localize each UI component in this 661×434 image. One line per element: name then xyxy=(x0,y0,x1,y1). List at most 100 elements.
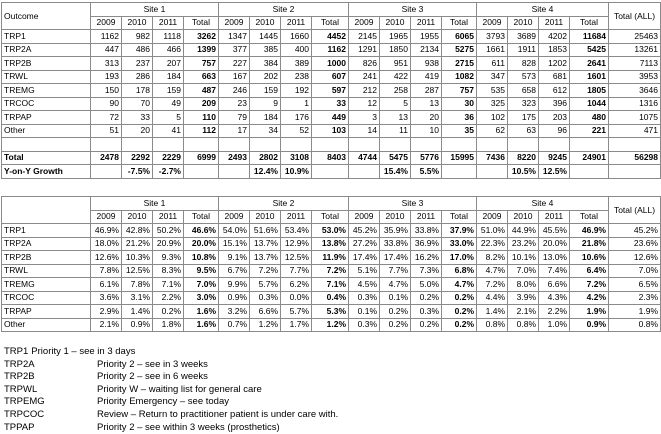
note-text: Review – Return to practitioner patient … xyxy=(97,408,339,420)
cell: 46.9% xyxy=(569,223,609,238)
cell: 3953 xyxy=(608,69,661,84)
cell: 1445 xyxy=(249,29,281,44)
cell xyxy=(90,164,122,179)
cell: 2292 xyxy=(121,150,153,165)
cell: 45.2% xyxy=(608,223,661,238)
cell: 597 xyxy=(311,83,349,98)
note-text: Priority Emergency – see today xyxy=(97,396,230,408)
cell: 246 xyxy=(218,83,250,98)
cell: 17.4% xyxy=(379,250,411,265)
header-row: Outcome Site 1 Site 2 Site 3 Site 4 Total (AL… xyxy=(1,2,661,30)
header-cell: Outcome xyxy=(1,2,91,30)
cell: 3.9% xyxy=(507,290,539,305)
year-header: 2010 xyxy=(121,15,153,30)
cell: 20.0% xyxy=(538,236,570,251)
cell: 1.2% xyxy=(249,317,281,332)
cell: 385 xyxy=(249,42,281,57)
cell: 90 xyxy=(90,96,122,111)
cell: 5425 xyxy=(569,42,609,57)
cell: 7.0% xyxy=(507,263,539,278)
spacer-cell xyxy=(379,137,411,152)
cell: 14 xyxy=(348,123,380,138)
cell: 0.3% xyxy=(249,290,281,305)
note-code: TPPAP xyxy=(4,421,35,433)
cell: 6.7% xyxy=(218,263,250,278)
spacer-cell xyxy=(183,137,219,152)
notes: TRP1 Priority 1 – see in 3 days TRP2A Prior… xyxy=(4,346,338,434)
cell: 2478 xyxy=(90,150,122,165)
cell: 17.4% xyxy=(348,250,380,265)
cell: 1.4% xyxy=(476,304,508,319)
table-row: TRPAP 72 33 5 110 79 184 176 449 3 13 20 36 102 175 203… xyxy=(1,110,661,125)
note-code: TRPWL xyxy=(4,383,38,395)
cell: 21.2% xyxy=(121,236,153,251)
spacer-cell xyxy=(507,137,539,152)
cell xyxy=(569,164,609,179)
group-header: Site 1 xyxy=(90,196,219,211)
cell: 33.8% xyxy=(379,236,411,251)
cell: 287 xyxy=(410,83,442,98)
cell: 449 xyxy=(311,110,349,125)
cell: 2493 xyxy=(218,150,250,165)
cell: 6.4% xyxy=(569,263,609,278)
cell xyxy=(441,164,477,179)
cell: 3793 xyxy=(476,29,508,44)
cell: 12.5% xyxy=(280,250,312,265)
cell: 10.8% xyxy=(183,250,219,265)
cell: 13.0% xyxy=(538,250,570,265)
cell: 12.6% xyxy=(608,250,661,265)
cell: 7.0% xyxy=(608,263,661,278)
cell: 286 xyxy=(121,69,153,84)
cell: 4202 xyxy=(538,29,570,44)
cell xyxy=(218,164,250,179)
cell: 6.1% xyxy=(90,277,122,292)
cell: 0.1% xyxy=(379,290,411,305)
table-row: Y-on-Y Growth -7.5% -2.7% 12.4% 10.9% 15.4% 5.… xyxy=(1,164,661,179)
spacer-cell xyxy=(348,137,380,152)
row-label: Other xyxy=(1,317,91,332)
cell: 4744 xyxy=(348,150,380,165)
cell: 159 xyxy=(249,83,281,98)
cell: 8.2% xyxy=(476,250,508,265)
cell: 757 xyxy=(183,56,219,71)
table-row: Total 2478 2292 2229 6999 2493 2802 3108 8403 474… xyxy=(1,150,661,165)
cell: 982 xyxy=(121,29,153,44)
cell: 1.8% xyxy=(152,317,184,332)
table-row: Other 51 20 41 112 17 34 52 103 14 11 10 35 62 63 96 221… xyxy=(1,123,661,138)
cell: 1162 xyxy=(90,29,122,44)
group-header: Total (ALL) xyxy=(608,196,661,224)
cell: 7.7% xyxy=(379,263,411,278)
cell: 227 xyxy=(218,56,250,71)
cell: 237 xyxy=(121,56,153,71)
table-row: TRPAP 2.9% 1.4% 0.2% 1.6% 3.2% 6.6% 5.7% 5.3% 0.1… xyxy=(1,304,661,319)
counts-table: Outcome Site 1 Site 2 Site 3 Site 4 Total (AL… xyxy=(1,2,661,179)
cell: 7.7% xyxy=(280,263,312,278)
cell: 1044 xyxy=(569,96,609,111)
year-header: 2010 xyxy=(507,15,539,30)
cell: 23.2% xyxy=(507,236,539,251)
note-code: TRPCOC xyxy=(4,408,45,420)
cell: 7.2% xyxy=(249,263,281,278)
cell: 13261 xyxy=(608,42,661,57)
note-text: Priority 2 – see within 3 weeks (prosthe… xyxy=(97,421,280,433)
cell: 24901 xyxy=(569,150,609,165)
spacer-cell xyxy=(90,137,122,152)
cell: 3.0% xyxy=(183,290,219,305)
cell: 951 xyxy=(379,56,411,71)
year-header: 2011 xyxy=(280,209,312,224)
cell: 6.2% xyxy=(280,277,312,292)
cell xyxy=(608,164,661,179)
cell: 241 xyxy=(348,69,380,84)
cell: 2802 xyxy=(249,150,281,165)
year-header: Total xyxy=(311,15,349,30)
note-code: TRP2B xyxy=(4,371,35,383)
spacer-cell xyxy=(476,137,508,152)
cell: 0.2% xyxy=(379,304,411,319)
cell: 4.3% xyxy=(538,290,570,305)
cell: 10 xyxy=(410,123,442,138)
cell: 3.2% xyxy=(218,304,250,319)
cell: 30 xyxy=(441,96,477,111)
percent-table: Site 1 Site 2 Site 3 Site 4 Total (ALL) 2009 2… xyxy=(1,196,661,332)
cell: 1118 xyxy=(152,29,184,44)
